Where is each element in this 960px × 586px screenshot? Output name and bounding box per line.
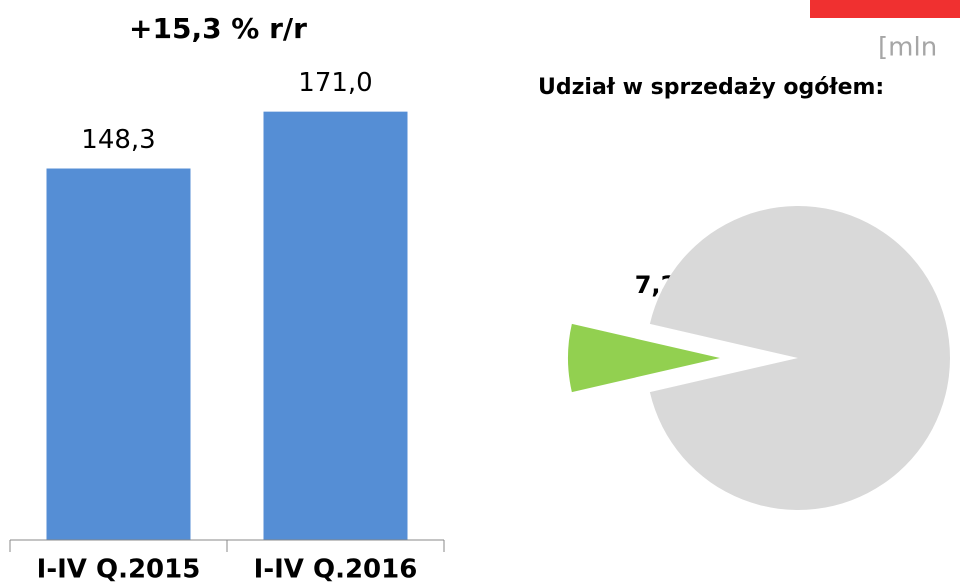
- value-label: 171,0: [298, 68, 372, 98]
- value-label: 148,3: [81, 125, 155, 155]
- pie-slice: [568, 323, 720, 393]
- pie-title: Udział w sprzedaży ogółem:: [538, 75, 884, 100]
- bar-title: +15,3 % r/r: [129, 12, 307, 45]
- header-bar: [810, 0, 960, 18]
- x-tick-label: I-IV Q.2015: [37, 555, 201, 585]
- unit-label: [mln: [878, 33, 937, 63]
- bar: [46, 168, 191, 541]
- x-tick-label: I-IV Q.2016: [254, 555, 418, 585]
- bar: [263, 111, 408, 541]
- pie-slice: [649, 205, 950, 511]
